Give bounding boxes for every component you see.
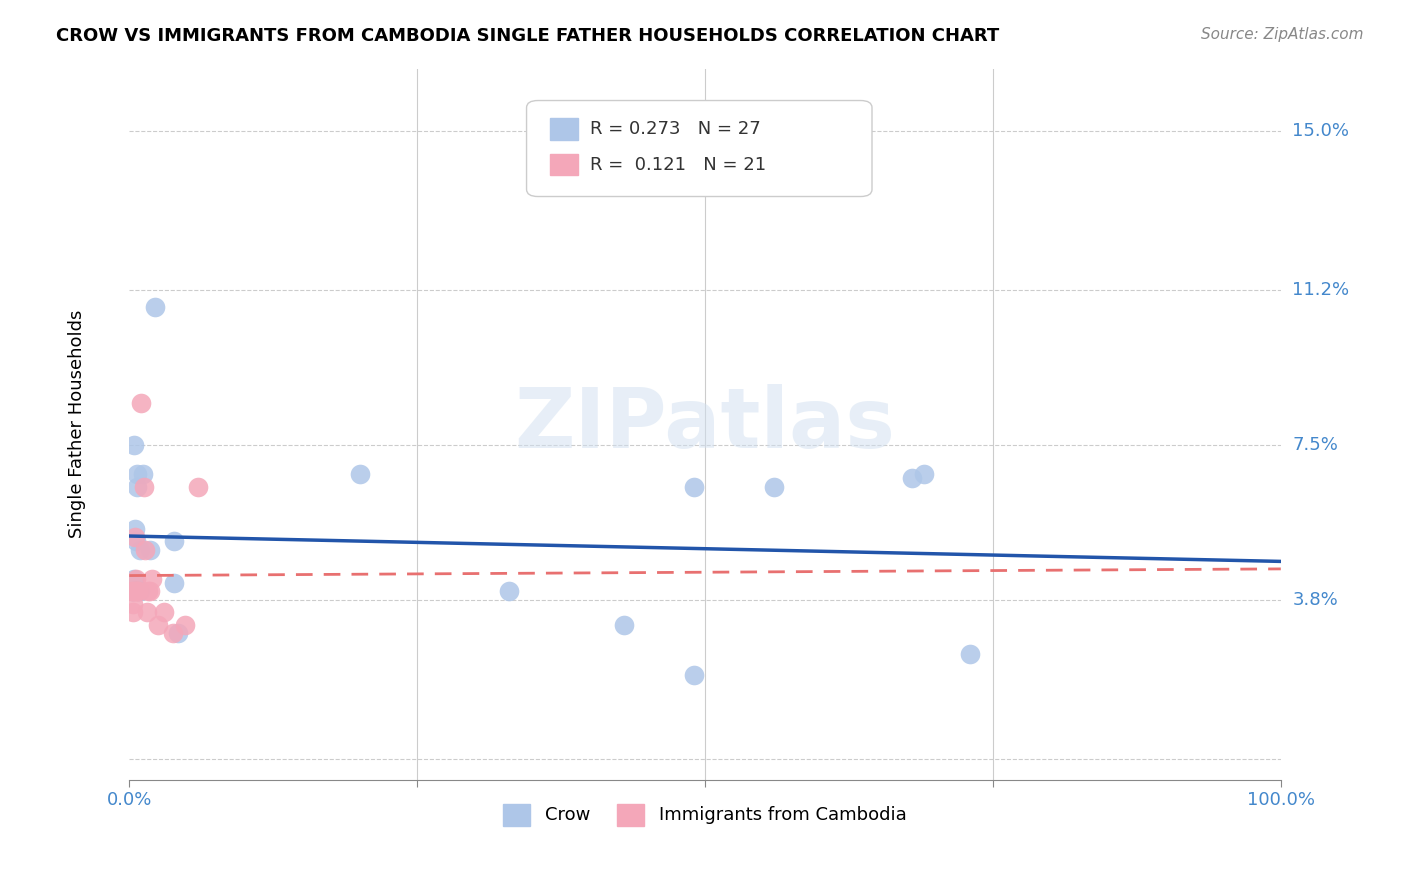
Text: ZIPatlas: ZIPatlas (515, 384, 896, 465)
Text: 7.5%: 7.5% (1292, 436, 1339, 454)
Text: Single Father Households: Single Father Households (69, 310, 86, 538)
Point (124, 530, 146, 544)
Point (125, 534, 148, 549)
Point (763, 480, 786, 494)
Point (166, 626, 188, 640)
Point (173, 617, 195, 632)
Point (136, 584, 159, 599)
Point (121, 584, 143, 599)
Point (134, 542, 156, 557)
Point (498, 584, 520, 599)
Point (153, 605, 176, 619)
Point (143, 300, 166, 314)
FancyBboxPatch shape (550, 153, 578, 175)
Point (349, 467, 371, 482)
Point (124, 522, 146, 536)
Point (959, 647, 981, 661)
Point (912, 467, 935, 482)
Point (127, 584, 149, 599)
Point (127, 584, 149, 599)
Point (187, 480, 209, 494)
Text: 3.8%: 3.8% (1292, 591, 1339, 608)
Point (135, 605, 157, 619)
Point (121, 584, 143, 599)
Point (129, 396, 152, 410)
Point (146, 617, 169, 632)
Point (132, 467, 155, 482)
FancyBboxPatch shape (550, 119, 578, 140)
Point (134, 480, 156, 494)
Point (122, 584, 145, 599)
Text: 15.0%: 15.0% (1292, 122, 1350, 140)
Point (121, 584, 143, 599)
Text: CROW VS IMMIGRANTS FROM CAMBODIA SINGLE FATHER HOUSEHOLDS CORRELATION CHART: CROW VS IMMIGRANTS FROM CAMBODIA SINGLE … (56, 27, 1000, 45)
Point (122, 572, 145, 586)
Point (141, 572, 163, 586)
Point (128, 542, 150, 557)
Point (125, 584, 148, 599)
Point (122, 438, 145, 452)
Legend: Crow, Immigrants from Cambodia: Crow, Immigrants from Cambodia (495, 795, 915, 835)
Point (121, 605, 143, 619)
Point (127, 584, 149, 599)
Text: R =  0.121   N = 21: R = 0.121 N = 21 (591, 155, 766, 174)
Point (682, 668, 704, 682)
Point (121, 597, 143, 611)
Point (901, 471, 924, 485)
Point (127, 467, 149, 482)
Point (613, 617, 636, 632)
Text: Source: ZipAtlas.com: Source: ZipAtlas.com (1201, 27, 1364, 42)
Point (139, 542, 162, 557)
Point (163, 534, 186, 549)
Point (139, 584, 162, 599)
Point (162, 626, 184, 640)
Text: R = 0.273   N = 27: R = 0.273 N = 27 (591, 120, 761, 138)
Point (163, 576, 186, 591)
FancyBboxPatch shape (527, 101, 872, 196)
Text: 11.2%: 11.2% (1292, 281, 1350, 299)
Point (128, 584, 150, 599)
Point (127, 480, 149, 494)
Point (121, 584, 143, 599)
Point (125, 572, 148, 586)
Point (682, 480, 704, 494)
